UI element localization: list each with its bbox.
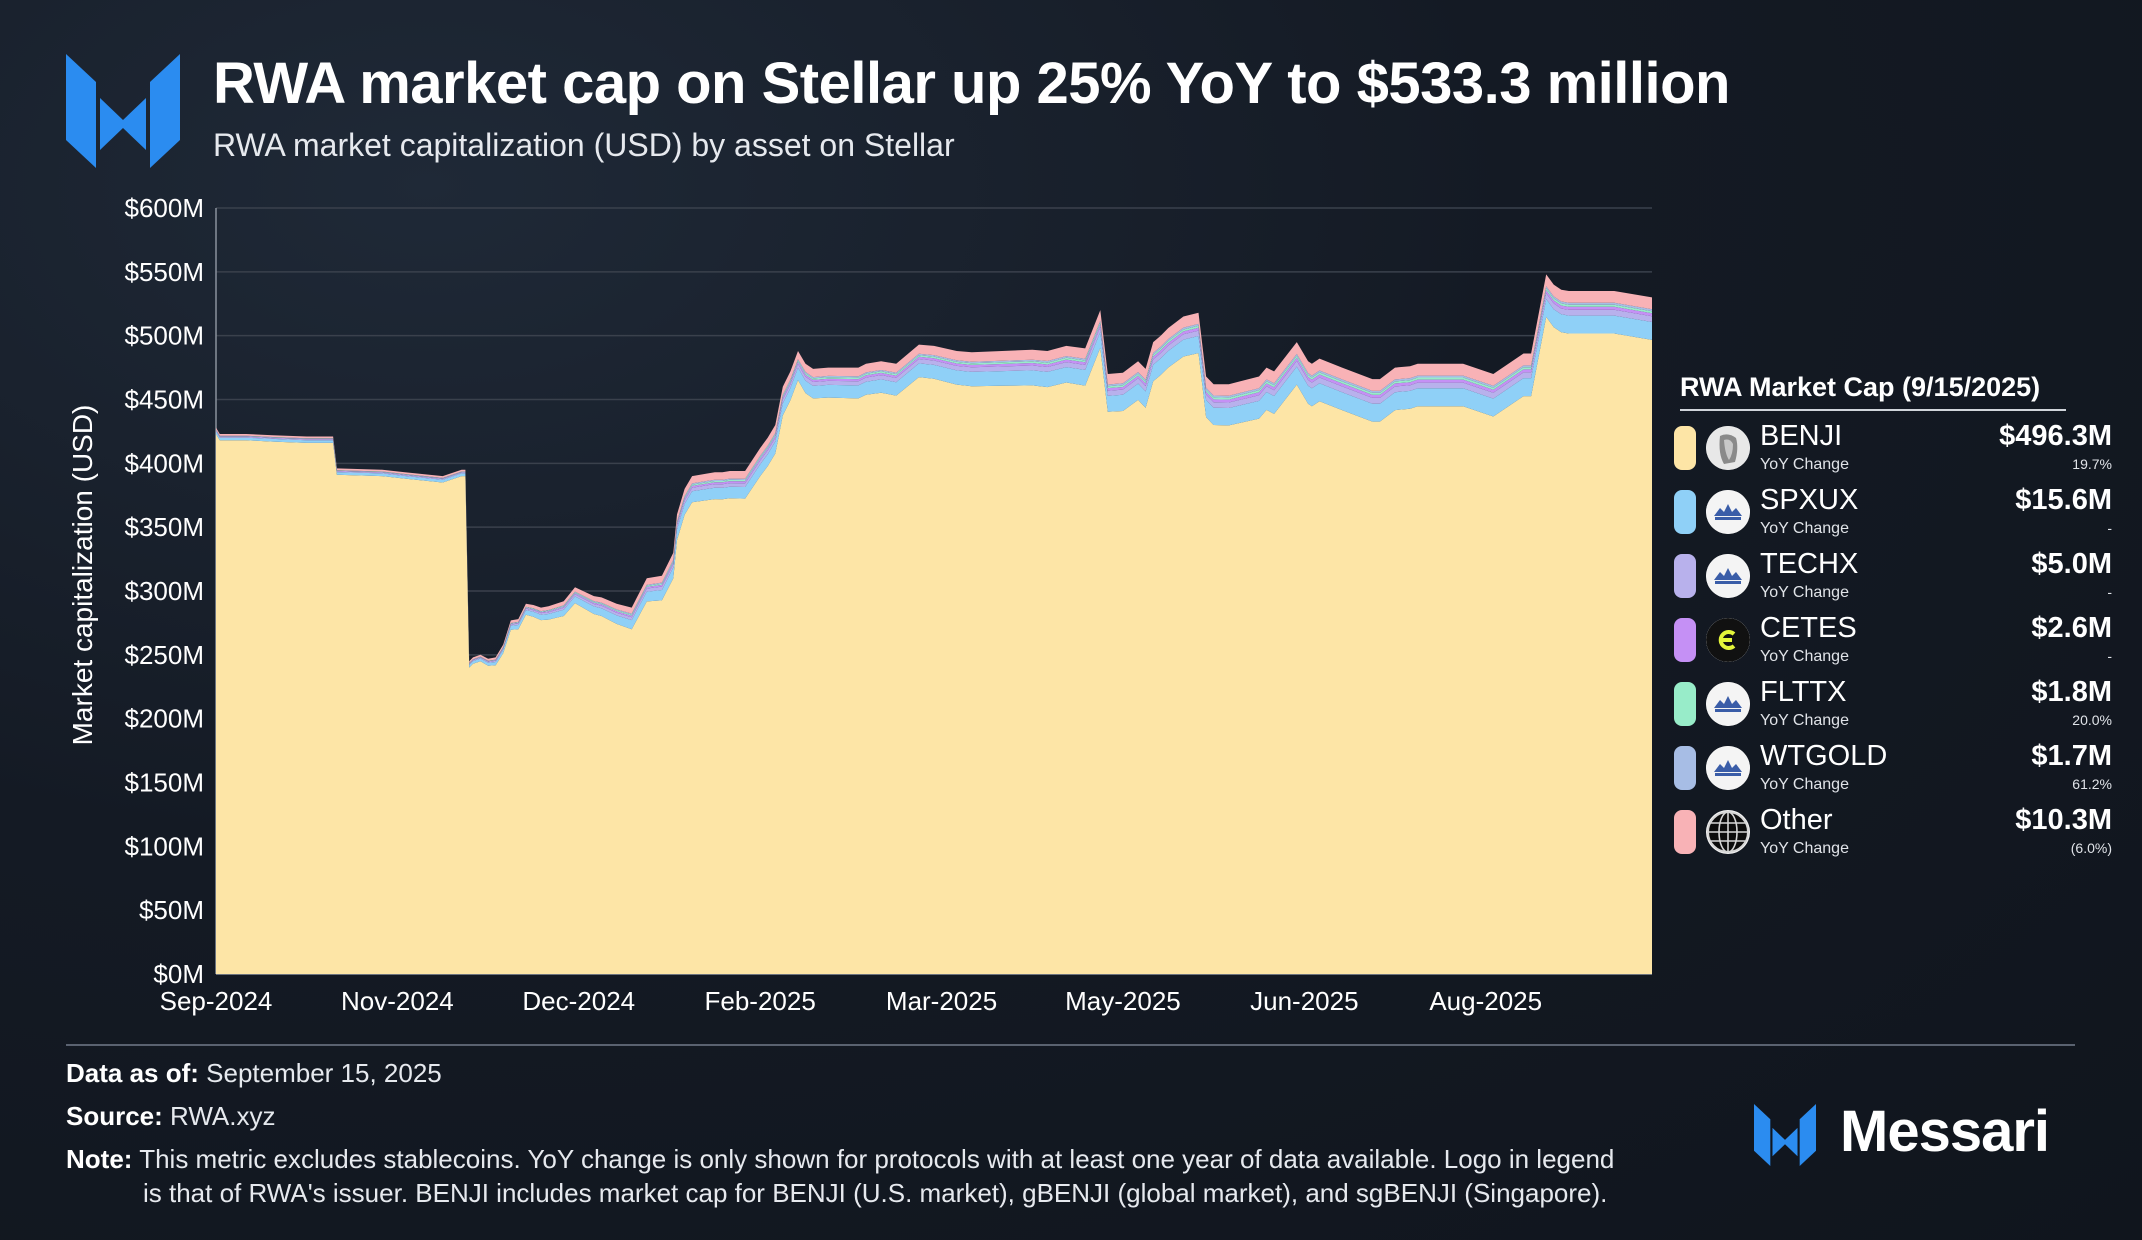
chart-title: RWA market cap on Stellar up 25% YoY to …	[213, 51, 1730, 116]
legend-item-techx: TECHX YoY Change $5.0M -	[1672, 544, 2132, 608]
legend: RWA Market Cap (9/15/2025) BENJI YoY Chan…	[1672, 372, 2132, 857]
globe-icon	[1706, 810, 1750, 854]
area-spxux	[216, 299, 1652, 668]
legend-series-name: WTGOLD	[1760, 740, 1888, 772]
y-tick-label: $250M	[125, 640, 205, 670]
brand-name: Messari	[1840, 1099, 2050, 1164]
footer-divider	[66, 1044, 1075, 1046]
legend-value: $15.6M	[2015, 484, 2112, 516]
y-tick-label: $350M	[125, 512, 205, 542]
legend-swatch	[1674, 746, 1696, 790]
data-as-of: Data as of: September 15, 2025	[66, 1058, 442, 1089]
legend-title: RWA Market Cap (9/15/2025)	[1680, 372, 2066, 411]
legend-series-name: TECHX	[1760, 548, 1859, 580]
legend-value: $2.6M	[2031, 612, 2112, 644]
legend-swatch	[1674, 618, 1696, 662]
y-tick-label: $600M	[125, 193, 205, 223]
legend-swatch	[1674, 810, 1696, 854]
x-tick-label: Sep-2024	[160, 986, 273, 1016]
legend-yoy-value: 19.7%	[2072, 456, 2112, 472]
legend-yoy-value: 61.2%	[2072, 776, 2112, 792]
y-tick-label: $150M	[125, 768, 205, 798]
legend-value: $496.3M	[1999, 420, 2112, 452]
legend-yoy-value: -	[2107, 584, 2112, 600]
y-tick-label: $550M	[125, 257, 205, 287]
legend-value: $10.3M	[2015, 804, 2112, 836]
legend-series-name: CETES	[1760, 612, 1857, 644]
source: Source: RWA.xyz	[66, 1101, 276, 1132]
issuer-logo-icon	[1706, 426, 1750, 470]
legend-swatch	[1674, 554, 1696, 598]
legend-item-benji: BENJI YoY Change $496.3M 19.7%	[1672, 416, 2132, 480]
legend-series-name: FLTTX	[1760, 676, 1847, 708]
x-tick-label: Mar-2025	[886, 986, 997, 1016]
legend-value: $1.7M	[2031, 740, 2112, 772]
source-label: Source:	[66, 1101, 163, 1131]
y-tick-label: $200M	[125, 704, 205, 734]
x-tick-label: Jun-2025	[1250, 986, 1358, 1016]
legend-series-name: SPXUX	[1760, 484, 1859, 516]
legend-item-flttx: FLTTX YoY Change $1.8M 20.0%	[1672, 672, 2132, 736]
y-axis-ticks: $0M $50M $100M $150M $200M $250M $300M $350M $40…	[125, 193, 205, 989]
data-as-of-label: Data as of:	[66, 1058, 199, 1088]
y-tick-label: $400M	[125, 448, 205, 478]
x-tick-label: Feb-2025	[705, 986, 816, 1016]
note-line-2: is that of RWA's issuer. BENJI includes …	[143, 1178, 1608, 1208]
legend-value: $1.8M	[2031, 676, 2112, 708]
legend-yoy-label: YoY Change	[1760, 776, 1849, 793]
legend-value: $5.0M	[2031, 548, 2112, 580]
franklin-templeton-logo-icon	[1706, 682, 1750, 726]
legend-item-spxux: SPXUX YoY Change $15.6M -	[1672, 480, 2132, 544]
x-tick-label: Dec-2024	[522, 986, 635, 1016]
etherfuse-logo-icon	[1706, 618, 1750, 662]
source-value: RWA.xyz	[170, 1101, 276, 1131]
y-tick-label: $300M	[125, 576, 205, 606]
legend-yoy-value: -	[2107, 520, 2112, 536]
y-tick-label: $0M	[153, 959, 204, 989]
legend-yoy-label: YoY Change	[1760, 648, 1849, 665]
franklin-templeton-logo-icon	[1706, 554, 1750, 598]
x-axis-ticks: Sep-2024 Nov-2024 Dec-2024 Feb-2025 Mar-2025…	[160, 986, 1542, 1016]
legend-yoy-label: YoY Change	[1760, 456, 1849, 473]
y-tick-label: $50M	[139, 895, 204, 925]
y-tick-label: $500M	[125, 321, 205, 351]
legend-item-wtgold: WTGOLD YoY Change $1.7M 61.2%	[1672, 736, 2132, 800]
x-tick-label: Nov-2024	[341, 986, 454, 1016]
legend-yoy-value: -	[2107, 648, 2112, 664]
area-other	[216, 274, 1652, 663]
legend-swatch	[1674, 490, 1696, 534]
chart-subtitle: RWA market capitalization (USD) by asset…	[213, 127, 955, 163]
y-tick-label: $450M	[125, 385, 205, 415]
legend-yoy-value: (6.0%)	[2070, 840, 2112, 856]
legend-item-cetes: CETES YoY Change $2.6M -	[1672, 608, 2132, 672]
messari-logo-icon	[1754, 1104, 1816, 1166]
stacked-areas	[216, 274, 1652, 974]
legend-yoy-label: YoY Change	[1760, 840, 1849, 857]
legend-series-name: BENJI	[1760, 420, 1843, 452]
x-tick-label: Aug-2025	[1429, 986, 1542, 1016]
area-benji	[216, 316, 1652, 974]
legend-series-name: Other	[1760, 804, 1833, 836]
franklin-templeton-logo-icon	[1706, 746, 1750, 790]
legend-item-other: Other YoY Change $10.3M (6.0%)	[1672, 800, 2132, 864]
note: Note: This metric excludes stablecoins. …	[66, 1144, 1614, 1175]
legend-swatch	[1674, 682, 1696, 726]
footer-divider	[1075, 1044, 2075, 1046]
note-label: Note:	[66, 1144, 133, 1174]
messari-brand: Messari	[1752, 1099, 2082, 1170]
legend-yoy-label: YoY Change	[1760, 520, 1849, 537]
franklin-templeton-logo-icon	[1706, 490, 1750, 534]
y-tick-label: $100M	[125, 831, 205, 861]
legend-yoy-label: YoY Change	[1760, 712, 1849, 729]
data-as-of-value: September 15, 2025	[206, 1058, 442, 1088]
y-axis-label: Market capitalization (USD)	[67, 405, 98, 746]
legend-yoy-label: YoY Change	[1760, 584, 1849, 601]
messari-logo-icon	[66, 54, 180, 168]
x-tick-label: May-2025	[1065, 986, 1181, 1016]
legend-yoy-value: 20.0%	[2072, 712, 2112, 728]
note-line-1: This metric excludes stablecoins. YoY ch…	[139, 1144, 1615, 1174]
legend-swatch	[1674, 426, 1696, 470]
